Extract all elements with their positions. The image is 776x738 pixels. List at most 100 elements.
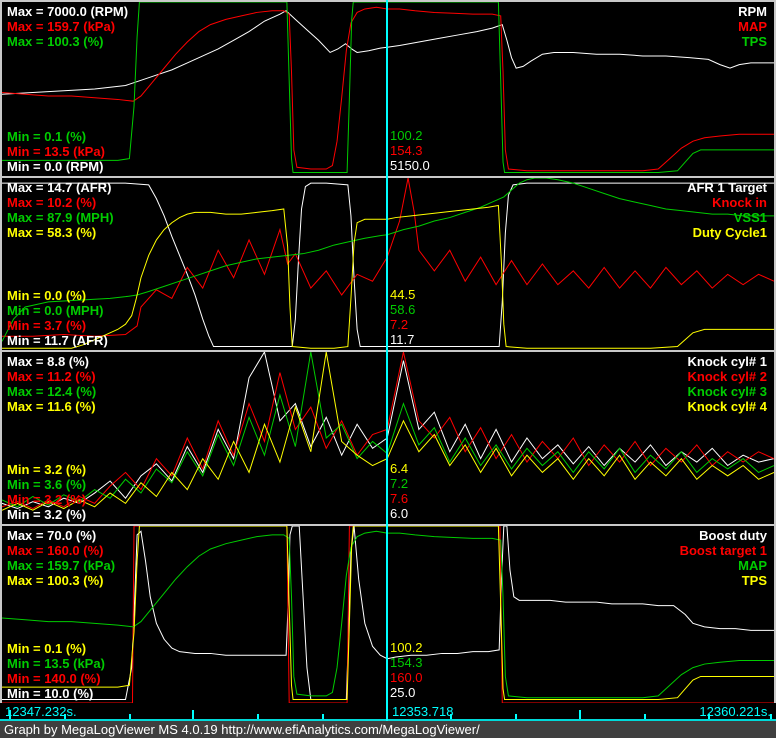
min-label-boost-target-1: Min = 140.0 (%)	[7, 671, 101, 686]
panel-knock-per-cylinder: Max = 8.8 (%) Max = 11.2 (%) Max = 12.4 (%…	[2, 352, 774, 524]
legend-item-knock-in[interactable]: Knock in	[712, 195, 767, 210]
cursor-value-tps: 100.2	[390, 128, 423, 143]
max-label-knock-cyl-1: Max = 8.8 (%)	[7, 354, 90, 369]
panel-rpm-map-tps-legend: RPM MAP TPS	[738, 4, 767, 49]
panel-afr-knock-vss-duty-cvals: 44.5 58.6 7.2 11.7	[390, 287, 415, 347]
legend-item-vss1[interactable]: VSS1	[733, 210, 767, 225]
trace-afr-1-target	[2, 183, 774, 346]
legend-item-duty-cycle1[interactable]: Duty Cycle1	[692, 225, 767, 240]
panel-afr-knock-vss-duty-mincol: Min = 0.0 (%) Min = 0.0 (MPH) Min = 3.7 (%…	[7, 288, 108, 348]
max-label-knock-cyl-2: Max = 11.2 (%)	[7, 369, 96, 384]
trace-map	[2, 7, 774, 171]
panel-rpm-map-tps: Max = 7000.0 (RPM) Max = 159.7 (kPa) Max =…	[2, 2, 774, 176]
max-label-rpm: Max = 7000.0 (RPM)	[7, 4, 129, 19]
panel-boost-map-tps-mincol: Min = 0.1 (%) Min = 13.5 (kPa) Min = 140.0…	[7, 641, 105, 701]
trace-tps	[2, 2, 774, 173]
panel-boost-map-tps-legend: Boost duty Boost target 1 MAP TPS	[680, 528, 767, 588]
trace-boost-target-1	[2, 526, 774, 703]
cursor-value-boost-duty: 25.0	[390, 685, 416, 700]
cursor-value-duty-cycle1: 44.5	[390, 287, 416, 302]
trace-boost-duty	[2, 526, 774, 699]
min-label-knock-in: Min = 3.7 (%)	[7, 318, 87, 333]
min-label-knock-cyl-4: Min = 3.2 (%)	[7, 462, 87, 477]
legend-item-rpm[interactable]: RPM	[738, 4, 767, 19]
panel-knock-per-cylinder-cvals: 6.4 7.2 7.6 6.0	[390, 461, 408, 521]
max-label-map: Max = 159.7 (kPa)	[7, 558, 116, 573]
min-label-vss1: Min = 0.0 (MPH)	[7, 303, 104, 318]
max-label-tps: Max = 100.3 (%)	[7, 573, 104, 588]
legend-item-knock-cyl-1[interactable]: Knock cyl# 1	[687, 354, 768, 369]
cursor-value-afr-1-target: 11.7	[390, 332, 415, 347]
legend-item-knock-cyl-3[interactable]: Knock cyl# 3	[687, 384, 768, 399]
min-label-tps: Min = 0.1 (%)	[7, 641, 87, 656]
cursor-value-knock-in: 7.2	[390, 317, 409, 332]
timeline[interactable]: 12347.232s. 12353.718 12360.221s.	[0, 703, 776, 721]
timeline-ticks	[9, 710, 772, 719]
panel-boost-map-tps-maxcol: Max = 70.0 (%) Max = 160.0 (%) Max = 159.7…	[7, 528, 115, 588]
legend-item-afr-1-target[interactable]: AFR 1 Target	[687, 180, 767, 195]
min-label-tps: Min = 0.1 (%)	[7, 129, 87, 144]
cursor-value-rpm: 5150.0	[390, 158, 430, 173]
max-label-map: Max = 159.7 (kPa)	[7, 19, 116, 34]
trace-knock-in	[2, 178, 774, 336]
panel-knock-per-cylinder-mincol: Min = 3.2 (%) Min = 3.6 (%) Min = 3.2 (%) M…	[7, 462, 86, 522]
panel-knock-per-cylinder-plot[interactable]	[2, 352, 774, 524]
max-label-vss1: Max = 87.9 (MPH)	[7, 210, 114, 225]
legend-item-map[interactable]: MAP	[738, 19, 767, 34]
min-label-knock-cyl-2: Min = 3.2 (%)	[7, 492, 87, 507]
timeline-start-label: 12347.232s.	[5, 704, 77, 719]
panel-afr-knock-vss-duty: Max = 14.7 (AFR) Max = 10.2 (%) Max = 87.9…	[2, 178, 774, 350]
panel-divider-3	[0, 524, 776, 526]
trace-duty-cycle1	[2, 206, 774, 349]
cursor-line[interactable]	[386, 0, 388, 721]
max-label-knock-in: Max = 10.2 (%)	[7, 195, 97, 210]
panel-boost-map-tps-cvals: 100.2 154.3 160.0 25.0	[390, 640, 423, 700]
panel-divider-1	[0, 176, 776, 178]
cursor-value-knock-cyl-1: 6.0	[390, 506, 409, 521]
status-bar: Graph by MegaLogViewer MS 4.0.19 http://…	[0, 721, 776, 738]
cursor-value-knock-cyl-4: 6.4	[390, 461, 409, 476]
min-label-knock-cyl-1: Min = 3.2 (%)	[7, 507, 87, 522]
max-label-afr-1-target: Max = 14.7 (AFR)	[7, 180, 112, 195]
timeline-end-label: 12360.221s.	[699, 704, 771, 719]
cursor-value-boost-target-1: 160.0	[390, 670, 423, 685]
trace-tps	[2, 526, 774, 699]
panel-boost-map-tps-plot[interactable]	[2, 526, 774, 703]
trace-knock-cyl-3	[2, 352, 774, 507]
legend-item-boost-target-1[interactable]: Boost target 1	[679, 543, 767, 558]
trace-knock-cyl-4	[2, 352, 774, 510]
cursor-value-map: 154.3	[390, 655, 423, 670]
cursor-value-knock-cyl-3: 7.2	[390, 476, 409, 491]
max-label-boost-target-1: Max = 160.0 (%)	[7, 543, 104, 558]
legend-item-boost-duty[interactable]: Boost duty	[699, 528, 767, 543]
panel-knock-per-cylinder-maxcol: Max = 8.8 (%) Max = 11.2 (%) Max = 12.4 (%…	[7, 354, 96, 414]
panel-rpm-map-tps-cvals: 100.2 154.3 5150.0	[390, 128, 430, 173]
max-label-tps: Max = 100.3 (%)	[7, 34, 104, 49]
cursor-value-knock-cyl-2: 7.6	[390, 491, 409, 506]
trace-vss1	[2, 178, 774, 341]
max-label-duty-cycle1: Max = 58.3 (%)	[7, 225, 97, 240]
min-label-knock-cyl-3: Min = 3.6 (%)	[7, 477, 87, 492]
panel-afr-knock-vss-duty-legend: AFR 1 Target Knock in VSS1 Duty Cycle1	[687, 180, 767, 240]
legend-item-tps[interactable]: TPS	[741, 34, 767, 49]
max-label-boost-duty: Max = 70.0 (%)	[7, 528, 97, 543]
min-label-map: Min = 13.5 (kPa)	[7, 656, 105, 671]
min-label-duty-cycle1: Min = 0.0 (%)	[7, 288, 87, 303]
min-label-rpm: Min = 0.0 (RPM)	[7, 159, 104, 174]
legend-item-knock-cyl-4[interactable]: Knock cyl# 4	[687, 399, 768, 414]
max-label-knock-cyl-4: Max = 11.6 (%)	[7, 399, 96, 414]
panel-divider-2	[0, 350, 776, 352]
cursor-value-tps: 100.2	[390, 640, 423, 655]
timeline-cursor-label: 12353.718	[392, 704, 454, 719]
legend-item-knock-cyl-2[interactable]: Knock cyl# 2	[687, 369, 768, 384]
cursor-value-vss1: 58.6	[390, 302, 416, 317]
min-label-boost-duty: Min = 10.0 (%)	[7, 686, 94, 701]
max-label-knock-cyl-3: Max = 12.4 (%)	[7, 384, 97, 399]
legend-item-map[interactable]: MAP	[738, 558, 767, 573]
panel-knock-per-cylinder-legend: Knock cyl# 1 Knock cyl# 2 Knock cyl# 3 Knoc…	[688, 354, 768, 414]
legend-item-tps[interactable]: TPS	[741, 573, 767, 588]
min-label-afr-1-target: Min = 11.7 (AFR)	[7, 333, 108, 348]
trace-knock-cyl-2	[2, 352, 774, 509]
panel-afr-knock-vss-duty-plot[interactable]	[2, 178, 774, 350]
